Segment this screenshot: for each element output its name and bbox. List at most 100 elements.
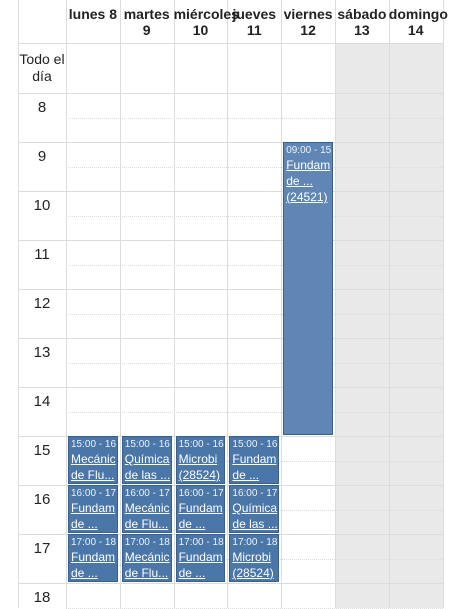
event-title[interactable]: de ... bbox=[71, 566, 98, 580]
event-title[interactable]: Fundam bbox=[178, 501, 223, 515]
day-header[interactable]: martes 9 bbox=[120, 6, 174, 38]
calendar-event[interactable]: 16:00 - 17 Fundam de ... bbox=[175, 485, 226, 533]
all-day-label: Todo el día bbox=[19, 51, 65, 84]
day-header[interactable]: sábado 13 bbox=[335, 6, 389, 38]
day-name: lunes 8 bbox=[68, 6, 118, 22]
hour-label: 9 bbox=[37, 148, 47, 165]
event-title[interactable]: de las ... bbox=[232, 517, 278, 531]
grid-line bbox=[120, 0, 121, 608]
event-title[interactable]: de Flu... bbox=[124, 517, 169, 531]
event-title[interactable]: (24521) bbox=[286, 190, 328, 204]
half-hour-line bbox=[66, 265, 443, 266]
day-header[interactable]: viernes 12 bbox=[281, 6, 335, 38]
event-title[interactable]: de ... bbox=[178, 517, 206, 531]
calendar-event[interactable]: 16:00 - 17 Mecánic de Flu... bbox=[121, 485, 172, 533]
calendar-event[interactable]: 16:00 - 17 Fundam de ... bbox=[68, 485, 118, 533]
event-title[interactable]: Fundam bbox=[178, 550, 223, 564]
calendar-event[interactable]: 15:00 - 16 Química de las ... bbox=[121, 436, 172, 484]
weekend-column-bg bbox=[388, 43, 443, 608]
day-header[interactable]: lunes 8 bbox=[66, 6, 120, 22]
event-title[interactable]: Mecánic bbox=[71, 452, 116, 466]
day-name: domingo bbox=[388, 6, 448, 22]
day-number: 13 bbox=[354, 22, 370, 38]
hour-grid-line bbox=[18, 240, 443, 241]
calendar-event[interactable]: 17:00 - 18 Mecánic de Flu... bbox=[121, 534, 172, 582]
calendar-event[interactable]: 15:00 - 16 Fundam de ... bbox=[229, 436, 280, 484]
hour-label: 18 bbox=[33, 589, 51, 606]
grid-line bbox=[227, 0, 228, 608]
event-title[interactable]: Mecánic bbox=[124, 501, 170, 515]
event-title[interactable]: de ... bbox=[71, 517, 98, 531]
event-title[interactable]: Química bbox=[124, 452, 170, 466]
event-title[interactable]: de Flu... bbox=[71, 468, 115, 482]
hour-label: 12 bbox=[33, 295, 51, 312]
event-title[interactable]: (28524) bbox=[178, 468, 220, 482]
event-title[interactable]: Microbi bbox=[232, 550, 272, 564]
calendar-event[interactable]: 17:00 - 18 Fundam de ... bbox=[175, 534, 226, 582]
event-title[interactable]: Fundam bbox=[232, 452, 277, 466]
hour-label: 15 bbox=[33, 442, 51, 459]
day-number: 10 bbox=[192, 22, 209, 38]
event-time: 16:00 - 17 bbox=[178, 488, 224, 499]
half-hour-line bbox=[66, 314, 443, 315]
hour-grid-line bbox=[18, 142, 443, 143]
grid-line bbox=[281, 0, 282, 608]
half-hour-line bbox=[66, 363, 443, 364]
day-header[interactable]: miércoles 10 bbox=[173, 6, 239, 38]
week-calendar: lunes 8 martes 9 miércoles 10 jueves 11 viernes… bbox=[18, 0, 448, 609]
event-title[interactable]: Microbi bbox=[178, 452, 218, 466]
event-title[interactable]: Fundam bbox=[71, 501, 116, 515]
day-header[interactable]: domingo 14 bbox=[388, 6, 448, 38]
day-name: martes bbox=[123, 6, 170, 22]
calendar-event[interactable]: 09:00 - 15 Fundam de ... (24521) bbox=[283, 142, 333, 435]
grid-line bbox=[335, 0, 336, 608]
event-title[interactable]: Fundam bbox=[71, 550, 116, 564]
grid-line bbox=[389, 0, 390, 608]
event-time: 17:00 - 18 bbox=[232, 537, 278, 548]
calendar-event[interactable]: 15:00 - 16 Microbi (28524) bbox=[175, 436, 226, 484]
grid-line bbox=[18, 43, 443, 44]
half-hour-line bbox=[66, 412, 443, 413]
day-name: viernes bbox=[283, 6, 333, 22]
event-title[interactable]: de Flu... bbox=[124, 566, 169, 580]
event-time: 17:00 - 18 bbox=[124, 537, 170, 548]
event-title[interactable]: (28524) bbox=[232, 566, 274, 580]
hour-label: 11 bbox=[34, 246, 50, 263]
event-time: 16:00 - 17 bbox=[71, 488, 117, 499]
calendar-event[interactable]: 17:00 - 18 Fundam de ... bbox=[68, 534, 118, 582]
calendar-event[interactable]: 15:00 - 16 Mecánic de Flu... bbox=[68, 436, 118, 484]
day-name: sábado bbox=[337, 6, 387, 22]
event-time: 16:00 - 17 bbox=[232, 488, 278, 499]
event-title[interactable]: de ... bbox=[232, 468, 260, 482]
grid-line bbox=[174, 0, 175, 608]
day-number: 12 bbox=[300, 22, 316, 38]
event-title[interactable]: Química bbox=[232, 501, 278, 515]
grid-line bbox=[66, 0, 67, 608]
hour-label: 16 bbox=[33, 491, 51, 508]
calendar-event[interactable]: 17:00 - 18 Microbi (28524) bbox=[229, 534, 280, 582]
grid-line bbox=[18, 0, 19, 608]
day-name: miércoles bbox=[173, 6, 239, 22]
hour-grid-line bbox=[18, 338, 443, 339]
hour-grid-line bbox=[18, 289, 443, 290]
half-hour-line bbox=[66, 118, 443, 119]
hour-label: 8 bbox=[37, 99, 47, 116]
event-time: 15:00 - 16 bbox=[124, 439, 170, 450]
event-title[interactable]: de ... bbox=[178, 566, 206, 580]
event-title[interactable]: Fundam bbox=[286, 158, 331, 172]
calendar-event[interactable]: 16:00 - 17 Química de las ... bbox=[229, 485, 280, 533]
weekend-column-bg bbox=[335, 43, 389, 608]
hour-label: 17 bbox=[33, 540, 51, 557]
event-title[interactable]: Mecánic bbox=[124, 550, 170, 564]
hour-grid-line bbox=[18, 583, 443, 584]
grid-line bbox=[443, 0, 444, 608]
hour-label: 10 bbox=[33, 197, 51, 214]
event-time: 17:00 - 18 bbox=[178, 537, 224, 548]
event-title[interactable]: de ... bbox=[286, 174, 313, 188]
event-title[interactable]: de las ... bbox=[124, 468, 171, 482]
hour-grid-line bbox=[18, 191, 443, 192]
day-header[interactable]: jueves 11 bbox=[227, 6, 281, 38]
half-hour-line bbox=[66, 167, 443, 168]
hour-grid-line bbox=[18, 387, 443, 388]
day-number: 11 bbox=[246, 22, 262, 38]
